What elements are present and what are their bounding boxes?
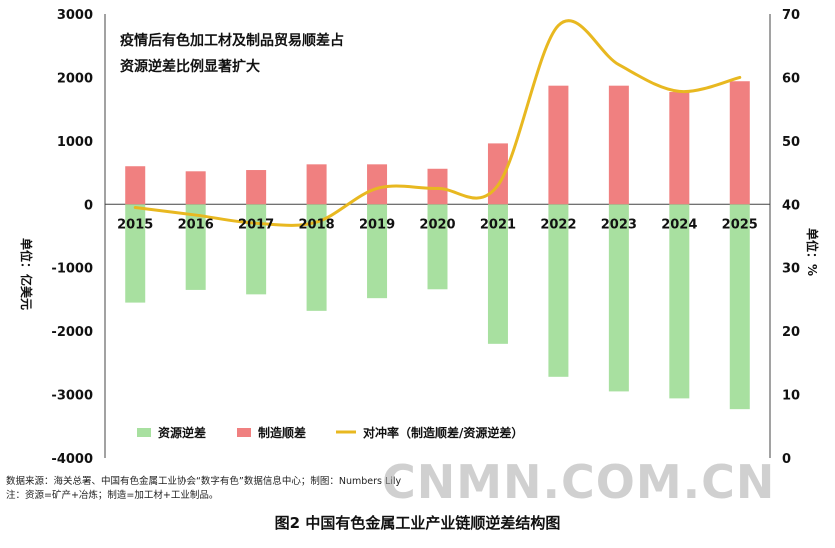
y-tick-label: 2000 bbox=[57, 71, 93, 86]
resource-deficit-bar bbox=[548, 204, 569, 377]
x-tick-label: 2023 bbox=[601, 217, 637, 232]
hedge-ratio-line bbox=[133, 19, 742, 227]
x-tick-label: 2018 bbox=[298, 217, 334, 232]
resource-deficit-bar bbox=[487, 204, 508, 344]
resource-deficit-bar bbox=[729, 204, 750, 410]
y2-tick-label: 0 bbox=[782, 452, 791, 467]
x-tick-label: 2025 bbox=[722, 217, 758, 232]
x-tick-label: 2016 bbox=[178, 217, 214, 232]
resource-deficit-bar bbox=[125, 204, 146, 303]
y2-tick-label: 30 bbox=[782, 262, 800, 277]
legend-label-resource: 资源逆差 bbox=[158, 425, 206, 440]
resource-deficit-bar bbox=[306, 204, 327, 311]
legend-swatch-resource bbox=[137, 428, 151, 437]
legend-label-hedge: 对冲率（制造顺差/资源逆差） bbox=[363, 425, 523, 440]
y2-axis-title: 单位：% bbox=[805, 228, 820, 276]
x-tick-label: 2024 bbox=[661, 217, 697, 232]
x-tick-label: 2015 bbox=[117, 217, 153, 232]
y2-tick-label: 70 bbox=[782, 8, 800, 23]
manufacturing-surplus-bar bbox=[125, 166, 146, 205]
x-tick-label: 2017 bbox=[238, 217, 274, 232]
y-tick-label: -4000 bbox=[51, 452, 93, 467]
y-tick-label: 1000 bbox=[57, 135, 93, 150]
y-tick-label: -2000 bbox=[51, 325, 93, 340]
x-tick-label: 2019 bbox=[359, 217, 395, 232]
manufacturing-surplus-bar bbox=[669, 92, 690, 205]
year-labels: 2015 2016 2017 2018 2019 2020 2021 2022 2023 2024… bbox=[117, 217, 758, 232]
resource-deficit-bar bbox=[608, 204, 629, 392]
manufacturing-surplus-bar bbox=[548, 85, 569, 205]
watermark: CNMN.COM.CN bbox=[382, 455, 776, 509]
resource-deficit-bar bbox=[185, 204, 206, 290]
x-tick-label: 2021 bbox=[480, 217, 516, 232]
resource-deficit-bar bbox=[427, 204, 448, 290]
left-axis-ticks: 3000 2000 1000 0 -1000 -2000 -3000 -4000 bbox=[51, 8, 93, 467]
legend-swatch-manufacturing bbox=[237, 428, 251, 437]
figure-caption: 图2 中国有色金属工业产业链顺逆差结构图 bbox=[274, 514, 561, 532]
manufacturing-surplus-bar bbox=[246, 170, 267, 205]
chart: 3000 2000 1000 0 -1000 -2000 -3000 -4000 70 60 50… bbox=[19, 8, 820, 467]
y2-tick-label: 50 bbox=[782, 135, 800, 150]
chart-title-line-2: 资源逆差比例显著扩大 bbox=[120, 58, 260, 75]
y-tick-label: -3000 bbox=[51, 389, 93, 404]
resource-deficit-bar bbox=[669, 204, 690, 399]
chart-title-line-1: 疫情后有色加工材及制品贸易顺差占 bbox=[120, 32, 344, 49]
y2-tick-label: 60 bbox=[782, 71, 800, 86]
legend: 资源逆差 制造顺差 对冲率（制造顺差/资源逆差） bbox=[137, 425, 523, 440]
y2-tick-label: 20 bbox=[782, 325, 800, 340]
right-axis-ticks: 70 60 50 40 30 20 10 0 bbox=[782, 8, 800, 467]
definition-note: 注：资源=矿产+冶炼；制造=加工材+工业制品。 bbox=[6, 490, 219, 501]
y2-tick-label: 40 bbox=[782, 198, 800, 213]
manufacturing-surplus-bar bbox=[306, 164, 327, 205]
resource-deficit-bars bbox=[125, 204, 750, 410]
manufacturing-surplus-bar bbox=[185, 171, 206, 205]
manufacturing-surplus-bar bbox=[608, 85, 629, 205]
manufacturing-surplus-bar bbox=[367, 164, 388, 205]
manufacturing-surplus-bar bbox=[427, 168, 448, 205]
y2-tick-label: 10 bbox=[782, 389, 800, 404]
y-tick-label: -1000 bbox=[51, 262, 93, 277]
manufacturing-surplus-bars bbox=[125, 81, 750, 205]
manufacturing-surplus-bar bbox=[729, 81, 750, 205]
x-tick-label: 2020 bbox=[419, 217, 455, 232]
y-tick-label: 3000 bbox=[57, 8, 93, 23]
y-tick-label: 0 bbox=[84, 198, 93, 213]
resource-deficit-bar bbox=[246, 204, 267, 295]
legend-label-manufacturing: 制造顺差 bbox=[258, 425, 306, 440]
resource-deficit-bar bbox=[367, 204, 388, 299]
source-note: 数据来源：海关总署、中国有色金属工业协会“数字有色”数据信息中心；制图：Numb… bbox=[6, 476, 402, 487]
y-axis-title: 单位：亿美元 bbox=[19, 238, 34, 310]
x-tick-label: 2022 bbox=[540, 217, 576, 232]
